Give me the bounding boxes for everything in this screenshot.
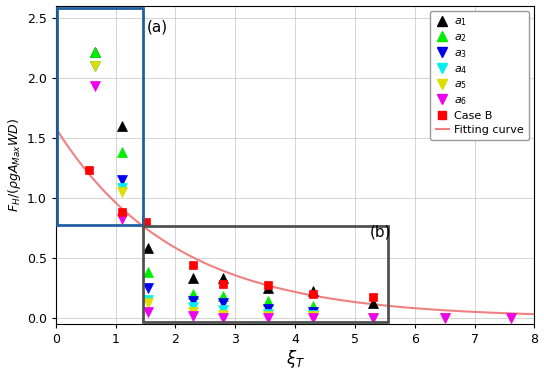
X-axis label: $\xi_T$: $\xi_T$: [286, 349, 305, 370]
Text: (a): (a): [147, 20, 168, 35]
Bar: [57, 8, 143, 225]
Text: (b): (b): [370, 224, 391, 239]
Legend: $a_1$, $a_2$, $a_3$, $a_4$, $a_5$, $a_6$, Case B, Fitting curve: $a_1$, $a_2$, $a_3$, $a_4$, $a_5$, $a_6$…: [430, 11, 529, 140]
Y-axis label: $F_H/(\rho g A_{Max} WD)$: $F_H/(\rho g A_{Max} WD)$: [5, 118, 22, 212]
Bar: [143, 226, 388, 323]
